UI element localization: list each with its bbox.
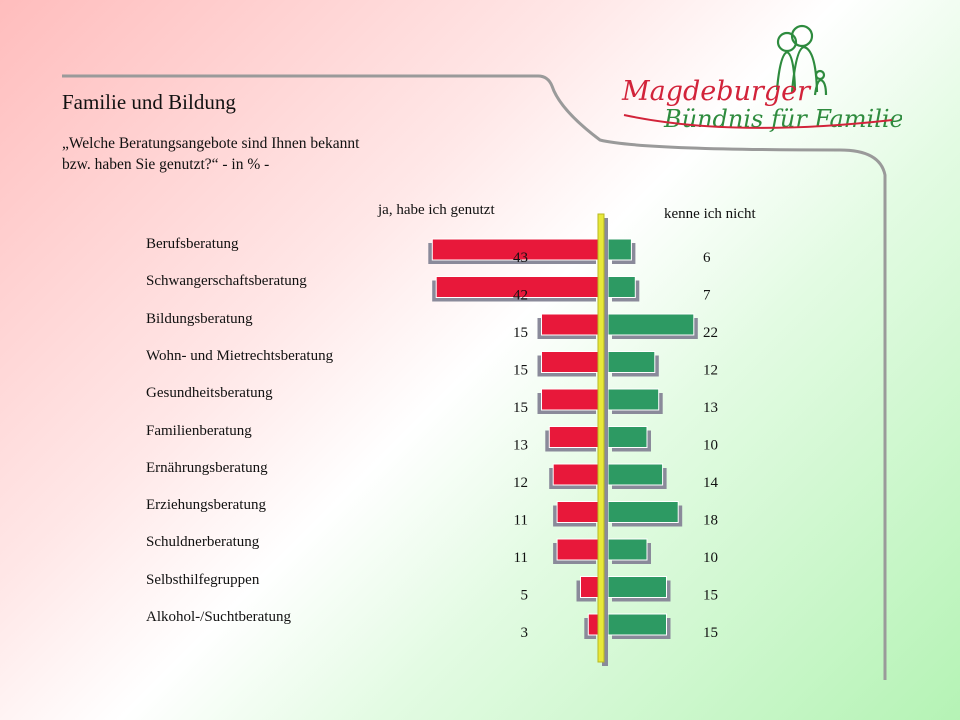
category-label: Familienberatung [146, 422, 252, 439]
bar-unknown [607, 501, 679, 523]
category-label: Selbsthilfegruppen [146, 571, 260, 588]
center-divider [597, 213, 605, 663]
bar-unknown [607, 463, 664, 486]
category-label: Alkohol-/Suchtberatung [146, 609, 291, 625]
value-label-used: 15 [513, 363, 528, 379]
logo-swoosh [623, 114, 893, 129]
value-label-unknown: 10 [703, 438, 718, 454]
bar-used [580, 576, 601, 598]
category-label: Ernährungsberatung [146, 459, 268, 476]
bar-used [552, 463, 601, 486]
question-line-1: „Welche Beratungsangebote sind Ihnen bek… [62, 135, 360, 152]
bar-used [541, 313, 601, 336]
logo-line-1: Magdeburger [621, 76, 812, 107]
value-label-used: 12 [513, 475, 528, 491]
bar-used [556, 501, 601, 523]
value-label-unknown: 7 [703, 288, 711, 304]
category-label: Schuldnerberatung [146, 534, 260, 551]
value-label-used: 43 [513, 250, 528, 266]
bar-used [541, 388, 601, 411]
legend-unknown: kenne ich nicht [664, 206, 756, 222]
bar-used [541, 351, 601, 373]
value-label-unknown: 14 [703, 475, 719, 491]
bar-unknown [607, 576, 667, 598]
logo: Magdeburger Bündnis für Familie [621, 24, 902, 133]
bar-unknown [607, 276, 636, 298]
category-label: Bildungsberatung [146, 310, 253, 327]
page-title: Familie und Bildung [62, 90, 236, 114]
value-label-unknown: 6 [703, 250, 711, 266]
value-label-unknown: 15 [703, 625, 718, 641]
value-label-unknown: 12 [703, 363, 718, 379]
category-label: Schwangerschaftsberatung [146, 273, 307, 290]
value-label-used: 13 [513, 438, 528, 454]
divider-shadow [602, 218, 608, 666]
bar-unknown [607, 351, 656, 373]
value-label-unknown: 22 [703, 325, 718, 341]
value-label-used: 42 [513, 288, 528, 304]
value-label-unknown: 13 [703, 400, 718, 416]
category-label: Erziehungsberatung [146, 497, 266, 514]
family-figures-icon [775, 24, 828, 96]
value-label-used: 11 [514, 550, 528, 566]
value-label-used: 15 [513, 325, 528, 341]
bar-unknown [607, 388, 660, 411]
question-line-2: bzw. haben Sie genutzt?“ - in % - [62, 156, 270, 173]
value-label-used: 5 [521, 588, 529, 604]
bar-unknown [607, 538, 648, 561]
survey-question: „Welche Beratungsangebote sind Ihnen bek… [62, 133, 442, 175]
bar-used [548, 426, 601, 448]
value-label-unknown: 18 [703, 513, 718, 529]
legend-used: ja, habe ich genutzt [378, 202, 495, 218]
category-label: Gesundheitsberatung [146, 385, 273, 402]
bar-unknown [607, 313, 695, 336]
bar-unknown [607, 238, 632, 261]
value-label-unknown: 15 [703, 588, 718, 604]
bar-unknown [607, 613, 667, 636]
value-label-used: 11 [514, 513, 528, 529]
category-label: Berufsberatung [146, 236, 239, 252]
category-label: Wohn- und Mietrechtsberatung [146, 347, 334, 364]
bar-used [556, 538, 601, 561]
value-label-used: 3 [521, 625, 529, 641]
bar-unknown [607, 426, 648, 448]
value-label-unknown: 10 [703, 550, 718, 566]
value-label-used: 15 [513, 400, 528, 416]
